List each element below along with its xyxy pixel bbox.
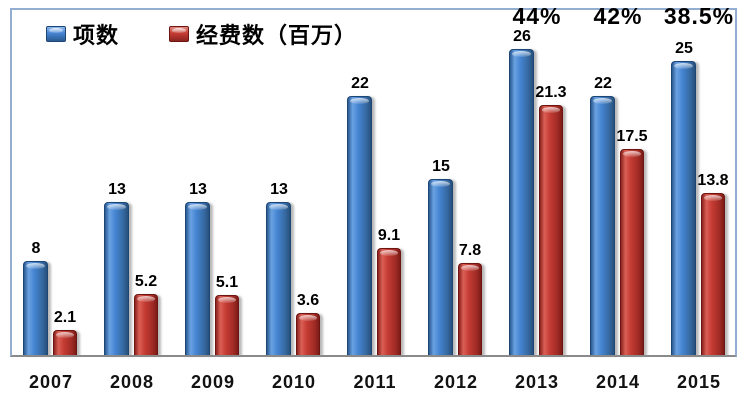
bar-value-label: 22 bbox=[351, 75, 369, 92]
bar-funding bbox=[377, 248, 401, 355]
legend-label-projects: 项数 bbox=[73, 23, 120, 48]
bar-value-label: 22 bbox=[594, 75, 612, 92]
x-axis-label: 2008 bbox=[109, 372, 155, 392]
bar-value-label: 13 bbox=[108, 181, 126, 198]
x-axis-label: 2013 bbox=[514, 372, 560, 392]
x-axis-label: 2010 bbox=[271, 372, 317, 392]
bar-funding bbox=[701, 193, 725, 355]
percent-annotation: 42% bbox=[593, 3, 643, 29]
bar-value-label: 15 bbox=[432, 158, 450, 175]
percent-annotation: 44% bbox=[512, 3, 562, 29]
bar-value-label: 9.1 bbox=[377, 227, 401, 244]
bar-funding bbox=[458, 263, 482, 355]
x-axis-label: 2015 bbox=[676, 372, 722, 392]
bar-value-label: 5.1 bbox=[215, 274, 239, 291]
legend-item-funding: 经费数（百万） bbox=[169, 18, 357, 50]
bar-projects bbox=[266, 202, 291, 355]
bar-value-label: 5.2 bbox=[134, 273, 158, 290]
legend-swatch-blue-icon bbox=[46, 26, 66, 42]
bar-value-label: 25 bbox=[675, 40, 693, 57]
bar-projects bbox=[671, 61, 696, 355]
legend-item-projects: 项数 bbox=[46, 18, 119, 50]
bar-projects bbox=[347, 96, 372, 355]
legend: 项数 经费数（百万） bbox=[46, 18, 357, 50]
bar-funding bbox=[539, 105, 563, 355]
bar-funding bbox=[620, 149, 644, 355]
percent-annotation: 38.5% bbox=[663, 3, 735, 29]
bar-value-label: 8 bbox=[31, 240, 41, 257]
bar-value-label: 17.5 bbox=[616, 128, 648, 145]
legend-swatch-red-icon bbox=[169, 26, 190, 42]
x-axis-label: 2011 bbox=[353, 372, 397, 392]
bar-projects bbox=[509, 49, 534, 355]
x-axis-label: 2009 bbox=[190, 372, 236, 392]
legend-label-funding: 经费数（百万） bbox=[196, 23, 358, 48]
x-axis-label: 2014 bbox=[595, 372, 641, 392]
bar-funding bbox=[53, 330, 77, 355]
bar-value-label: 13.8 bbox=[697, 172, 729, 189]
bar-value-label: 3.6 bbox=[296, 292, 320, 309]
plot-area-frame bbox=[10, 8, 737, 357]
bar-value-label: 21.3 bbox=[535, 84, 567, 101]
bar-value-label: 26 bbox=[513, 28, 531, 45]
bar-projects bbox=[428, 179, 453, 355]
bar-funding bbox=[215, 295, 239, 355]
bar-value-label: 7.8 bbox=[458, 242, 482, 259]
bar-projects bbox=[23, 261, 48, 355]
x-axis-label: 2007 bbox=[28, 372, 74, 392]
bar-value-label: 13 bbox=[189, 181, 207, 198]
bar-projects bbox=[185, 202, 210, 355]
x-axis-label: 2012 bbox=[433, 372, 479, 392]
bar-value-label: 13 bbox=[270, 181, 288, 198]
bar-projects bbox=[104, 202, 129, 355]
bar-funding bbox=[296, 313, 320, 355]
bar-funding bbox=[134, 294, 158, 355]
bar-projects bbox=[590, 96, 615, 355]
bar-value-label: 2.1 bbox=[53, 309, 77, 326]
